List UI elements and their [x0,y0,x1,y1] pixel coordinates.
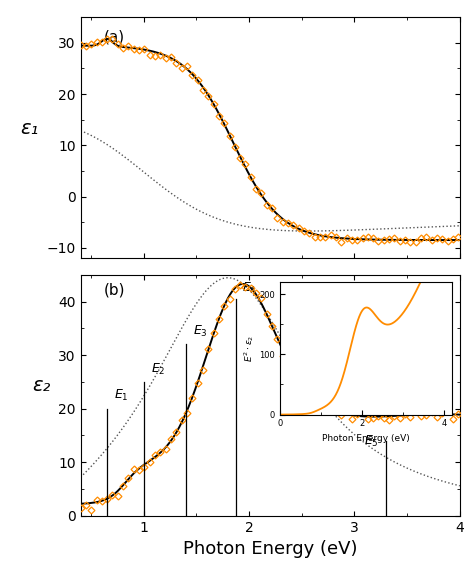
X-axis label: Photon Energy (eV): Photon Energy (eV) [183,540,357,558]
Text: $E_3$: $E_3$ [193,324,208,339]
Text: $E_5$: $E_5$ [364,434,379,449]
Text: (b): (b) [103,282,125,297]
Y-axis label: ε₂: ε₂ [32,376,51,395]
Text: $E_2$: $E_2$ [151,362,165,376]
Text: $E_4$: $E_4$ [242,281,256,296]
Y-axis label: ε₁: ε₁ [20,119,39,138]
Text: $E_1$: $E_1$ [114,388,129,403]
Text: (a): (a) [103,29,125,44]
